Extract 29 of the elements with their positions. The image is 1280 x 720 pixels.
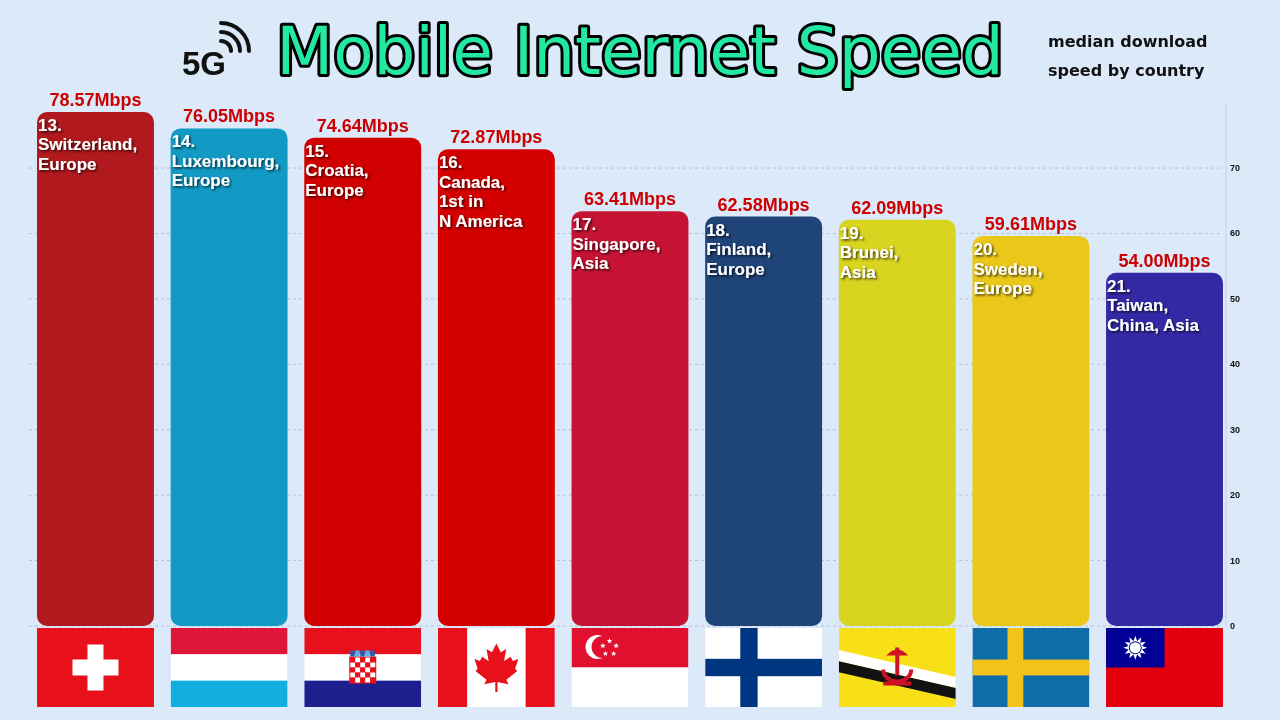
y-tick-label: 40 — [1230, 359, 1241, 370]
x-tick-label: 14. Luxembourg, Europe — [171, 132, 280, 191]
data-label: 74.64Mbps — [316, 115, 409, 136]
chart-subtitle: median download speed by country — [1048, 32, 1208, 80]
data-label: 78.57Mbps — [49, 89, 142, 110]
x-tick-label: 16. Canada, 1st in N America — [438, 153, 523, 231]
data-label: 62.09Mbps — [851, 197, 944, 218]
x-tick-label: 13. Switzerland, Europe — [38, 115, 138, 174]
y-tick-label: 60 — [1230, 228, 1241, 239]
data-label: 72.87Mbps — [450, 127, 543, 148]
x-tick-label: 19. Brunei, Asia — [839, 223, 899, 282]
x-tick-label: 21. Taiwan, China, Asia — [1107, 276, 1200, 335]
x-tick-label: 20. Sweden, Europe — [973, 240, 1043, 298]
x-tick-label: 17. Singapore, Asia — [572, 215, 661, 274]
data-label: 62.58Mbps — [717, 194, 810, 215]
data-label: 63.41Mbps — [583, 189, 677, 210]
y-tick-label: 70 — [1230, 163, 1241, 174]
y-tick-label: 0 — [1230, 621, 1236, 631]
data-label: 54.00Mbps — [1118, 250, 1211, 271]
x-tick-label: 15. Croatia, Europe — [305, 141, 369, 200]
x-tick-label: 18. Finland, Europe — [706, 220, 772, 279]
y-tick-label: 30 — [1230, 424, 1241, 435]
chart-title: Mobile Internet Speed — [276, 13, 1004, 90]
data-label: 76.05Mbps — [183, 106, 276, 127]
text: 5G — [182, 45, 227, 82]
data-label: 59.61Mbps — [984, 214, 1077, 234]
y-tick-label: 50 — [1230, 293, 1241, 304]
y-tick-label: 10 — [1230, 555, 1241, 566]
y-tick-label: 20 — [1230, 490, 1241, 501]
